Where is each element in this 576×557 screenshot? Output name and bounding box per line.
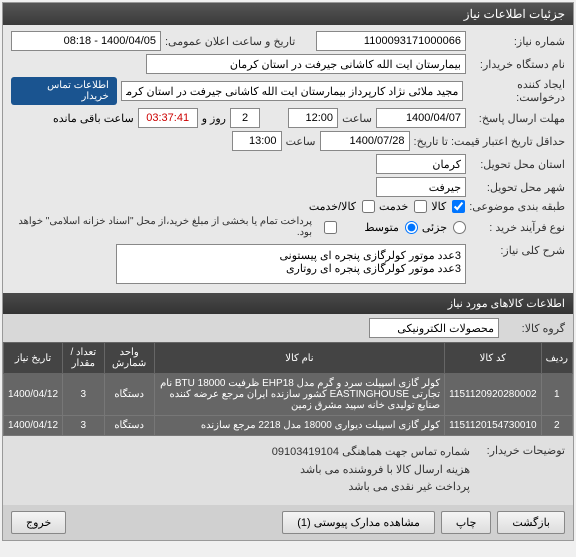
notes-line2: هزینه ارسال کالا با فروشنده می باشد	[272, 462, 470, 480]
desc-label: شرح کلی نیاز:	[470, 244, 565, 257]
table-header: واحد شمارش	[104, 343, 154, 374]
table-header: تاریخ نیاز	[4, 343, 63, 374]
table-header: ردیف	[541, 343, 572, 374]
proc-small-radio[interactable]	[453, 221, 466, 234]
cat-goods-chk[interactable]	[452, 200, 465, 213]
cat-service-label: خدمت	[379, 200, 408, 213]
back-button[interactable]: بازگشت	[497, 511, 565, 534]
payment-chk[interactable]	[324, 221, 337, 234]
attachments-button[interactable]: مشاهده مدارک پیوستی (1)	[282, 511, 435, 534]
delivery-city-label: شهر محل تحویل:	[470, 181, 565, 194]
table-body: 11151120920280002کولر گازی اسپیلت سرد و …	[4, 374, 573, 436]
notes-text: شماره تماس جهت هماهنگی 09103419104 هزینه…	[272, 444, 470, 497]
delivery-state-label: استان محل تحویل:	[470, 158, 565, 171]
deadline-send-label: مهلت ارسال پاسخ:	[470, 112, 565, 125]
table-cell: 1400/04/12	[4, 416, 63, 436]
process-label: نوع فرآیند خرید :	[470, 221, 565, 234]
announce-label: تاریخ و ساعت اعلان عمومی:	[165, 35, 295, 48]
delivery-city-input[interactable]	[376, 177, 466, 197]
footer: بازگشت چاپ مشاهده مدارک پیوستی (1) خروج	[3, 505, 573, 540]
contact-badge[interactable]: اطلاعات تماس خریدار	[11, 77, 117, 105]
deadline-send-date[interactable]	[376, 108, 466, 128]
table-header-row: ردیفکد کالانام کالاواحد شمارشتعداد / مقد…	[4, 343, 573, 374]
print-button[interactable]: چاپ	[441, 511, 492, 534]
timer-input	[138, 108, 198, 128]
proc-medium-radio[interactable]	[405, 221, 418, 234]
table-cell: 1151120154730010	[445, 416, 542, 436]
deadline-send-time[interactable]	[288, 108, 338, 128]
table-header: کد کالا	[445, 343, 542, 374]
group-input[interactable]	[369, 318, 499, 338]
exit-button[interactable]: خروج	[11, 511, 66, 534]
proc-medium-label: متوسط	[364, 221, 399, 234]
table-cell: دستگاه	[104, 374, 154, 416]
need-no-label: شماره نیاز:	[470, 35, 565, 48]
items-section-title: اطلاعات کالاهای مورد نیاز	[3, 293, 573, 314]
creator-label: ایجاد کننده درخواست:	[467, 78, 565, 104]
buyer-input[interactable]	[146, 54, 466, 74]
table-row: 21151120154730010کولر گازی اسپیلت دیواری…	[4, 416, 573, 436]
group-label: گروه کالا:	[505, 322, 565, 335]
table-cell: 3	[63, 416, 104, 436]
min-validity-label: حداقل تاریخ اعتبار قیمت: تا تاریخ:	[414, 135, 565, 148]
creator-input[interactable]	[121, 81, 464, 101]
cat-goods-label: کالا	[431, 200, 446, 213]
cat-goods-service-label: کالا/خدمت	[309, 200, 356, 213]
need-no-input[interactable]	[316, 31, 466, 51]
table-cell: 3	[63, 374, 104, 416]
rooz-label: روز و	[202, 112, 226, 125]
table-cell: 2	[541, 416, 572, 436]
table-row: 11151120920280002کولر گازی اسپیلت سرد و …	[4, 374, 573, 416]
items-table: ردیفکد کالانام کالاواحد شمارشتعداد / مقد…	[3, 342, 573, 436]
category-label: طبقه بندی موضوعی:	[469, 200, 565, 213]
delivery-state-input[interactable]	[376, 154, 466, 174]
notes-label: توضیحات خریدار:	[470, 444, 565, 497]
proc-small-label: جزئی	[422, 221, 447, 234]
desc-textarea[interactable]: 3عدد موتور کولرگازی پنجره ای پیستونی 3عد…	[116, 244, 466, 284]
table-cell: کولر گازی اسپیلت سرد و گرم مدل EHP18 ظرف…	[154, 374, 444, 416]
table-cell: 1151120920280002	[445, 374, 542, 416]
saat-label-2: ساعت	[286, 135, 316, 148]
cat-service-chk[interactable]	[414, 200, 427, 213]
notes-line1: شماره تماس جهت هماهنگی 09103419104	[272, 444, 470, 462]
table-cell: 1	[541, 374, 572, 416]
buyer-label: نام دستگاه خریدار:	[470, 58, 565, 71]
payment-note: پرداخت تمام یا بخشی از مبلغ خرید،از محل …	[11, 216, 312, 238]
cat-goods-service-chk[interactable]	[362, 200, 375, 213]
saat-label-1: ساعت	[342, 112, 372, 125]
min-validity-date[interactable]	[320, 131, 410, 151]
table-cell: 1400/04/12	[4, 374, 63, 416]
panel-title: جزئیات اطلاعات نیاز	[3, 3, 573, 25]
announce-input[interactable]	[11, 31, 161, 51]
table-header: تعداد / مقدار	[63, 343, 104, 374]
notes-line3: پرداخت غیر نقدی می باشد	[272, 479, 470, 497]
table-cell: دستگاه	[104, 416, 154, 436]
table-header: نام کالا	[154, 343, 444, 374]
remaining-label: ساعت باقی مانده	[53, 112, 134, 125]
min-validity-time[interactable]	[232, 131, 282, 151]
days-input[interactable]	[230, 108, 260, 128]
table-cell: کولر گازی اسپیلت دیواری 18000 مدل 2218 م…	[154, 416, 444, 436]
main-panel: جزئیات اطلاعات نیاز شماره نیاز: تاریخ و …	[2, 2, 574, 541]
form-area: شماره نیاز: تاریخ و ساعت اعلان عمومی: نا…	[3, 25, 573, 293]
